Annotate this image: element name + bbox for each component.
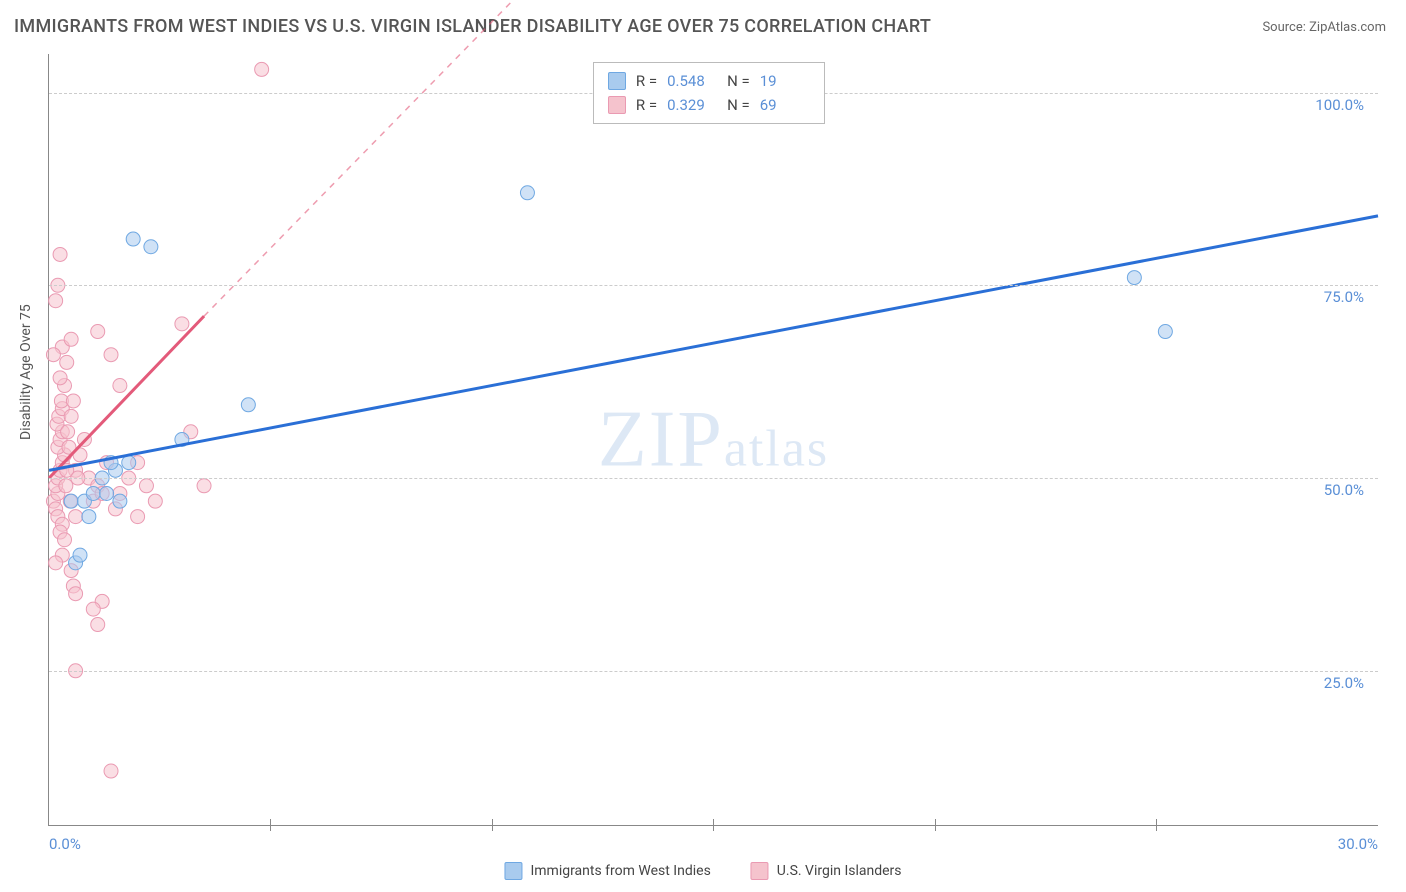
scatter-point-series1: [82, 510, 96, 524]
scatter-point-series2: [53, 247, 67, 261]
stats-n-label: N =: [727, 93, 750, 117]
scatter-point-series2: [69, 587, 83, 601]
scatter-point-series2: [113, 379, 127, 393]
source-name: ZipAtlas.com: [1309, 20, 1386, 35]
scatter-point-series2: [86, 602, 100, 616]
y-tick-label: 25.0%: [1324, 674, 1364, 692]
x-tick-label: 30.0%: [1338, 835, 1378, 853]
scatter-point-series2: [58, 533, 72, 547]
scatter-point-series1: [1158, 325, 1172, 339]
scatter-point-series1: [100, 486, 114, 500]
x-minor-tick: [270, 819, 271, 831]
y-axis-title: Disability Age Over 75: [18, 304, 34, 440]
chart-container: IMMIGRANTS FROM WEST INDIES VS U.S. VIRG…: [0, 0, 1406, 892]
chart-svg: [49, 54, 1378, 825]
legend-label-2: U.S. Virgin Islanders: [777, 863, 902, 879]
scatter-point-series2: [91, 618, 105, 632]
scatter-point-series1: [241, 398, 255, 412]
stats-r-label: R =: [636, 69, 657, 93]
scatter-point-series2: [61, 425, 75, 439]
scatter-point-series2: [104, 348, 118, 362]
gridline-h: [49, 478, 1378, 479]
x-tick-label: 0.0%: [49, 835, 81, 853]
y-tick-label: 100.0%: [1315, 96, 1364, 114]
stats-n-value: 19: [760, 69, 810, 93]
scatter-point-series2: [91, 325, 105, 339]
stats-r-label: R =: [636, 93, 657, 117]
legend: Immigrants from West Indies U.S. Virgin …: [504, 862, 901, 880]
trendline-series2-dashed: [204, 0, 558, 316]
x-minor-tick: [935, 819, 936, 831]
scatter-point-series1: [1127, 271, 1141, 285]
scatter-point-series2: [66, 394, 80, 408]
source-attribution: Source: ZipAtlas.com: [1262, 20, 1386, 35]
stats-row: R = 0.329 N = 69: [608, 93, 810, 117]
scatter-point-series2: [49, 294, 63, 308]
scatter-point-series2: [46, 348, 60, 362]
scatter-point-series2: [197, 479, 211, 493]
scatter-point-series1: [64, 494, 78, 508]
scatter-point-series1: [126, 232, 140, 246]
legend-label-1: Immigrants from West Indies: [530, 863, 710, 879]
x-minor-tick: [1156, 819, 1157, 831]
scatter-point-series2: [131, 510, 145, 524]
scatter-point-series2: [139, 479, 153, 493]
stats-r-value: 0.329: [667, 93, 717, 117]
legend-item-2: U.S. Virgin Islanders: [751, 862, 902, 880]
stats-n-value: 69: [760, 93, 810, 117]
scatter-point-series1: [113, 494, 127, 508]
stats-row: R = 0.548 N = 19: [608, 69, 810, 93]
x-minor-tick: [492, 819, 493, 831]
plot-area: ZIPatlas 25.0%50.0%75.0%100.0%0.0%30.0%: [48, 54, 1378, 826]
stats-r-value: 0.548: [667, 69, 717, 93]
y-tick-label: 75.0%: [1324, 288, 1364, 306]
scatter-point-series2: [69, 510, 83, 524]
y-tick-label: 50.0%: [1324, 481, 1364, 499]
legend-item-1: Immigrants from West Indies: [504, 862, 710, 880]
stats-swatch: [608, 72, 626, 90]
gridline-h: [49, 671, 1378, 672]
x-minor-tick: [713, 819, 714, 831]
legend-swatch-1: [504, 862, 522, 880]
stats-n-label: N =: [727, 69, 750, 93]
scatter-point-series2: [64, 332, 78, 346]
scatter-point-series1: [520, 186, 534, 200]
scatter-point-series2: [64, 409, 78, 423]
stats-swatch: [608, 96, 626, 114]
stats-box: R = 0.548 N = 19 R = 0.329 N = 69: [593, 62, 825, 124]
scatter-point-series1: [144, 240, 158, 254]
scatter-point-series1: [86, 486, 100, 500]
legend-swatch-2: [751, 862, 769, 880]
scatter-point-series2: [255, 62, 269, 76]
scatter-point-series2: [104, 764, 118, 778]
scatter-point-series2: [60, 355, 74, 369]
scatter-point-series1: [122, 456, 136, 470]
scatter-point-series1: [73, 548, 87, 562]
scatter-point-series2: [53, 371, 67, 385]
source-label: Source:: [1262, 20, 1305, 35]
scatter-point-series2: [175, 317, 189, 331]
chart-title: IMMIGRANTS FROM WEST INDIES VS U.S. VIRG…: [14, 16, 931, 37]
scatter-point-series2: [59, 479, 73, 493]
gridline-h: [49, 285, 1378, 286]
trendline-series1: [49, 216, 1378, 470]
scatter-point-series2: [49, 556, 63, 570]
scatter-point-series2: [148, 494, 162, 508]
